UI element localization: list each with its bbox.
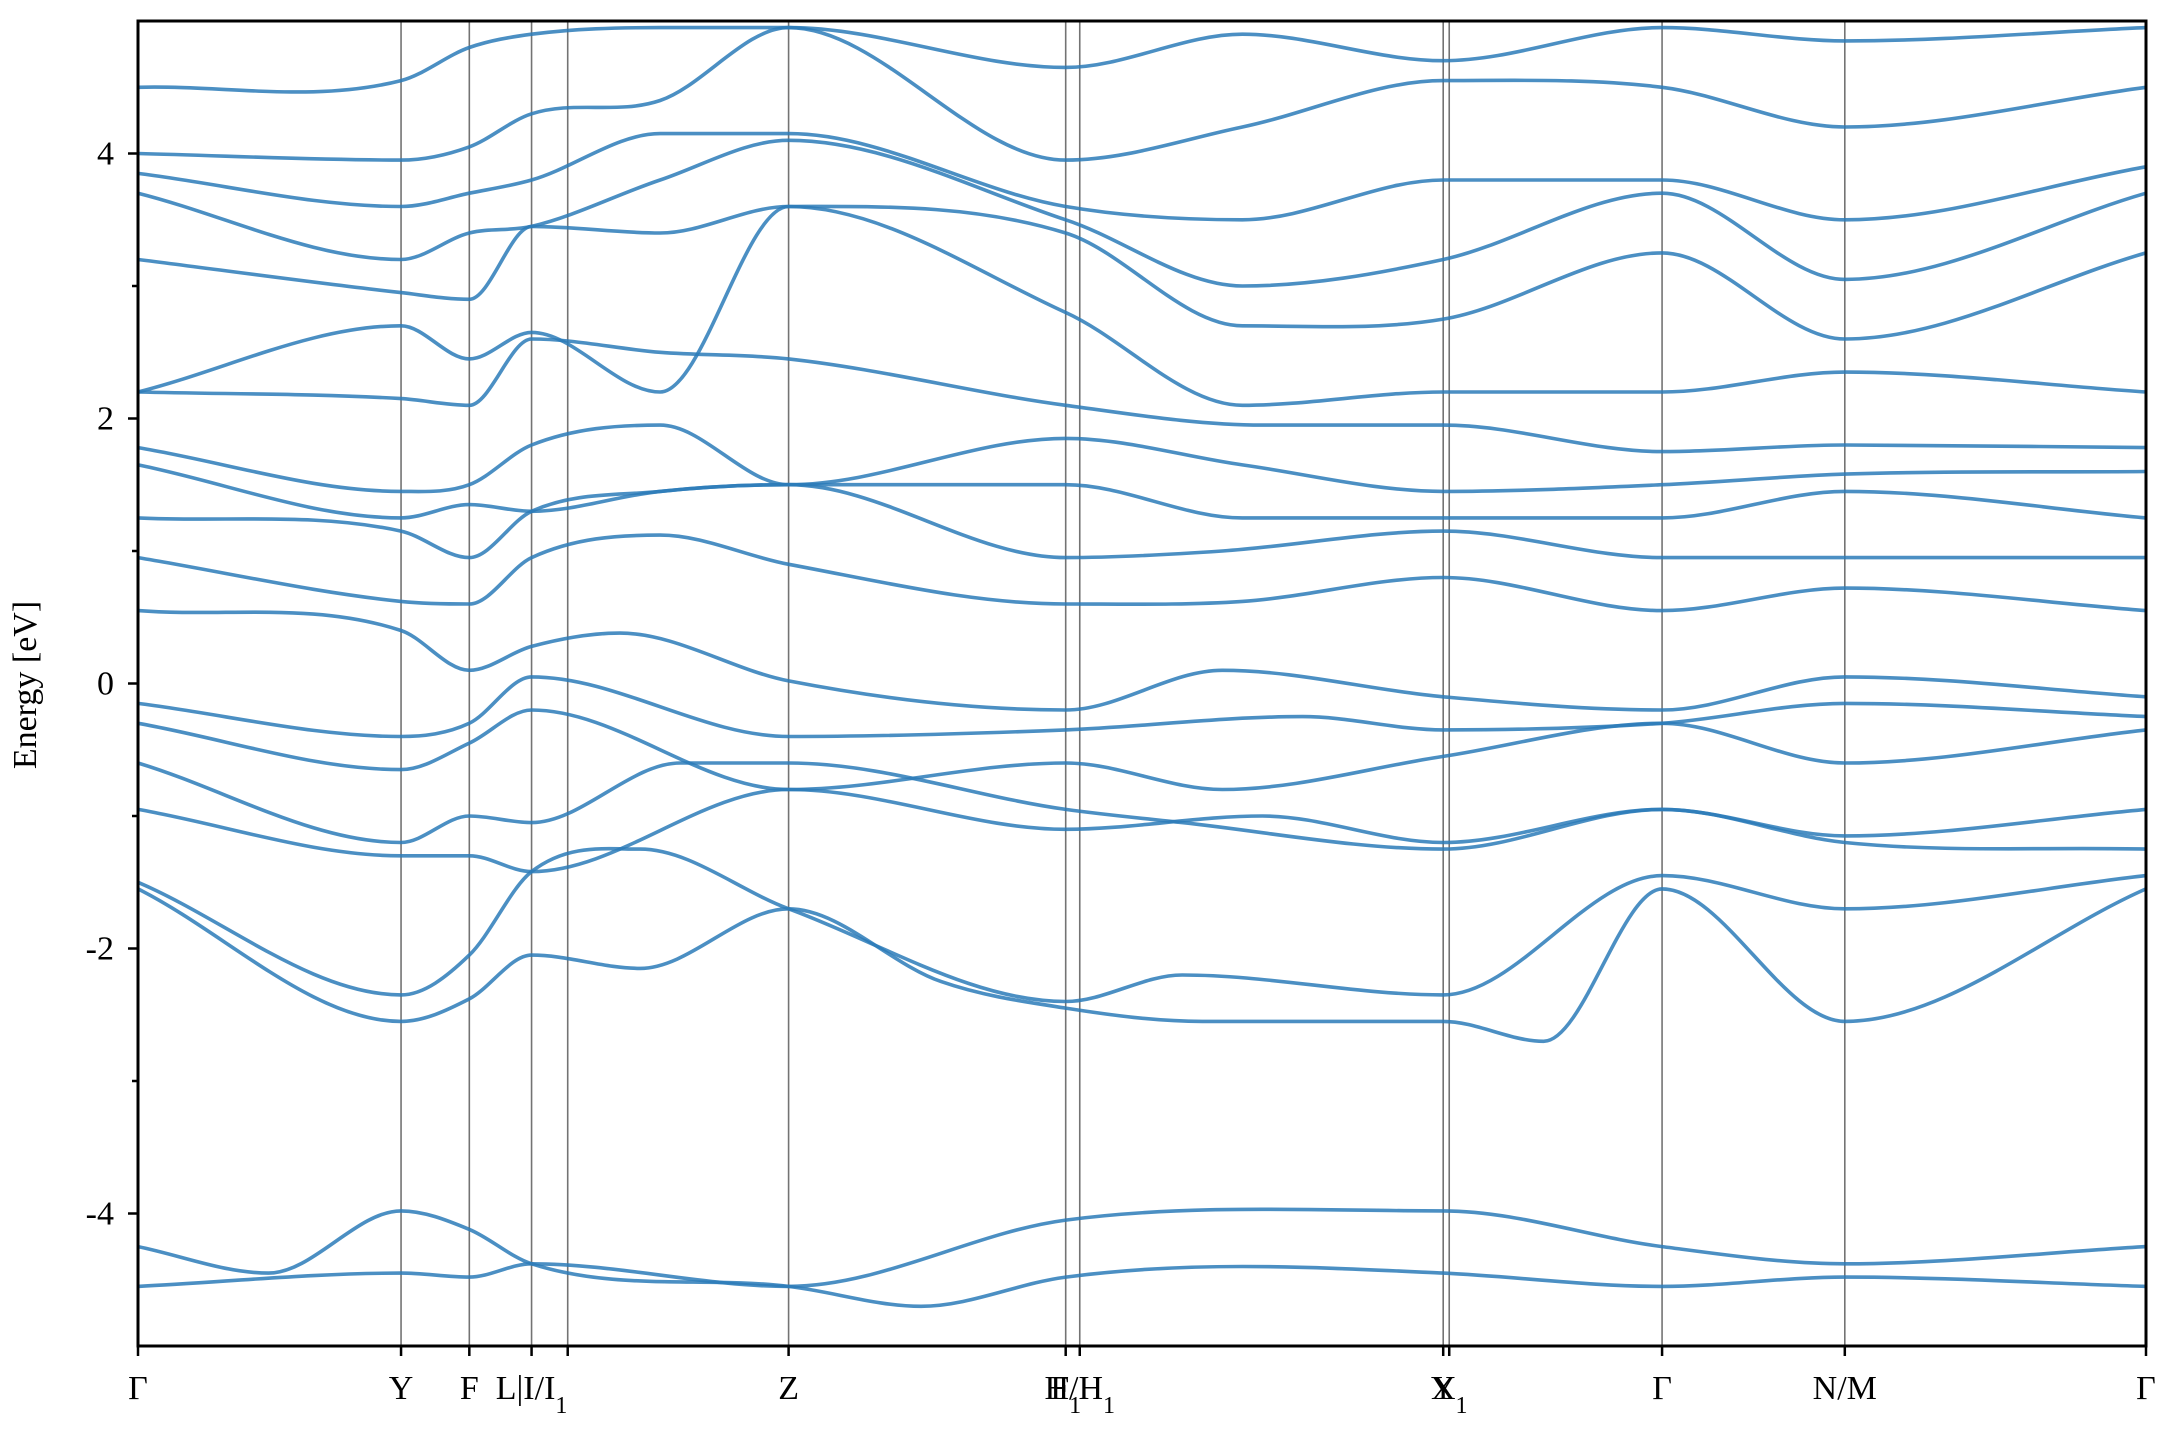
y-tick-label-1: -2 [86,931,114,968]
x-tick-label-12: Γ [2136,1370,2156,1407]
band-line-14 [137,204,2147,408]
y-axis-ticks: -4 -2 0 2 4 [86,136,138,1233]
x-tick-label-10: Γ [1652,1370,1672,1407]
band-line-2 [137,846,2147,1004]
band-line-8 [137,608,2147,712]
x-tick-label-6: F1 [1050,1370,1081,1419]
band-line-1 [137,1209,2147,1309]
band-line-12 [137,423,2147,494]
band-line-15 [137,204,2147,341]
band-lines [137,25,2147,1309]
band-line-6 [137,708,2147,792]
y-tick-label-3: 2 [97,401,114,438]
x-tick-label-0: Γ [128,1370,148,1407]
band-line-10 [137,482,2146,560]
y-axis-label: Energy [eV] [7,601,44,769]
x-tick-label-8: Y [1431,1370,1456,1407]
band-line-11 [137,463,2147,520]
band-line-19 [137,25,2147,94]
band-line-16 [137,138,2147,288]
band-line-18 [137,25,2147,162]
band-line-7 [137,675,2147,739]
band-line-17 [137,131,2147,222]
x-axis-ticks: Γ Y F L|I/I1 Z F1H/H1 YX1 Γ N/M Γ [128,1346,2156,1419]
x-tick-label-5: Z [778,1370,799,1407]
x-tick-label-1: Y [389,1370,414,1407]
band-line-13 [137,337,2147,454]
x-tick-label-3: L|I/I1 [496,1370,568,1419]
band-line-0 [137,1207,2147,1289]
y-tick-label-4: 4 [97,136,114,173]
y-tick-label-2: 0 [97,666,114,703]
x-tick-label-7: H/H1 [1044,1370,1115,1419]
band-line-9 [137,533,2147,613]
x-tick-label-2: F [460,1370,479,1407]
x-tick-label-9: X1 [1431,1370,1468,1419]
x-tick-label-11: N/M [1813,1370,1877,1407]
band-line-5 [137,761,2147,851]
band-line-3 [137,887,2147,1044]
high-symmetry-lines [400,21,1846,1346]
y-tick-label-0: -4 [86,1196,114,1233]
